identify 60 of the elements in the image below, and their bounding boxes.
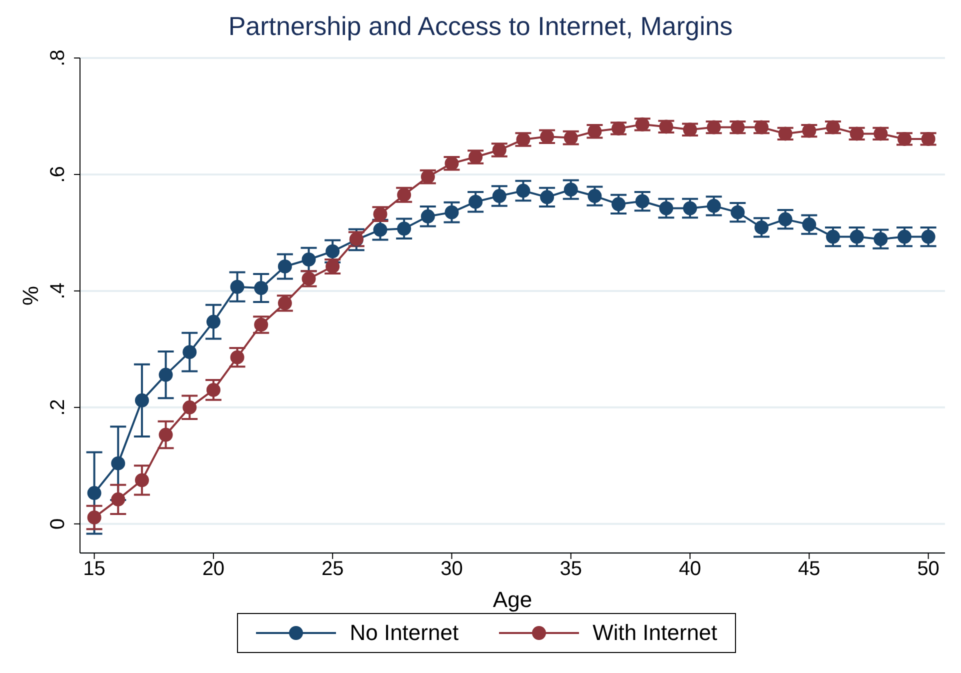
legend-label: With Internet [592,620,718,646]
point [540,190,554,204]
point [802,218,816,232]
point [850,230,864,244]
point [612,197,626,212]
point [659,201,674,216]
point [182,345,197,360]
y-axis-title: % [18,286,43,306]
point [87,510,102,524]
point [778,212,792,226]
point [588,189,602,204]
point [254,281,268,296]
y-tick-label: .2 [47,399,69,416]
point [230,350,244,364]
point [754,220,769,234]
point [326,244,340,258]
point [87,486,102,500]
point [897,230,912,244]
chart-title: Partnership and Access to Internet, Margins [227,10,734,43]
point [182,400,197,414]
x-tick-label: 15 [83,558,106,580]
point [397,222,412,236]
point [158,368,173,382]
y-tick-label: 0 [47,518,69,530]
point [206,314,220,329]
point [874,232,888,246]
y-tick-label: .6 [47,166,69,183]
point [111,456,126,470]
point [921,230,936,244]
point [134,393,149,408]
point [730,205,745,220]
point [706,198,721,213]
point [278,259,292,274]
x-tick-label: 50 [917,558,940,580]
point [468,194,483,209]
x-tick-label: 40 [678,558,702,580]
point [373,222,388,237]
x-tick-label: 25 [321,558,344,580]
point [230,280,244,294]
point [111,492,126,506]
legend-label: No Internet [350,620,459,646]
point [420,209,435,224]
point [158,428,173,442]
point [516,184,530,198]
point [444,205,459,220]
y-tick-label: .8 [47,50,69,66]
point [683,201,698,216]
point [302,252,316,266]
x-tick-label: 35 [560,558,582,580]
x-tick-label: 45 [798,558,820,580]
x-tick-label: 30 [440,558,463,580]
point [826,230,840,244]
point [492,189,506,204]
point [635,194,650,208]
x-axis-title: Age [492,587,532,612]
point [134,473,149,488]
point [564,182,578,197]
y-tick-label: .4 [47,282,69,300]
point [206,382,220,397]
x-tick-label: 20 [202,558,225,580]
